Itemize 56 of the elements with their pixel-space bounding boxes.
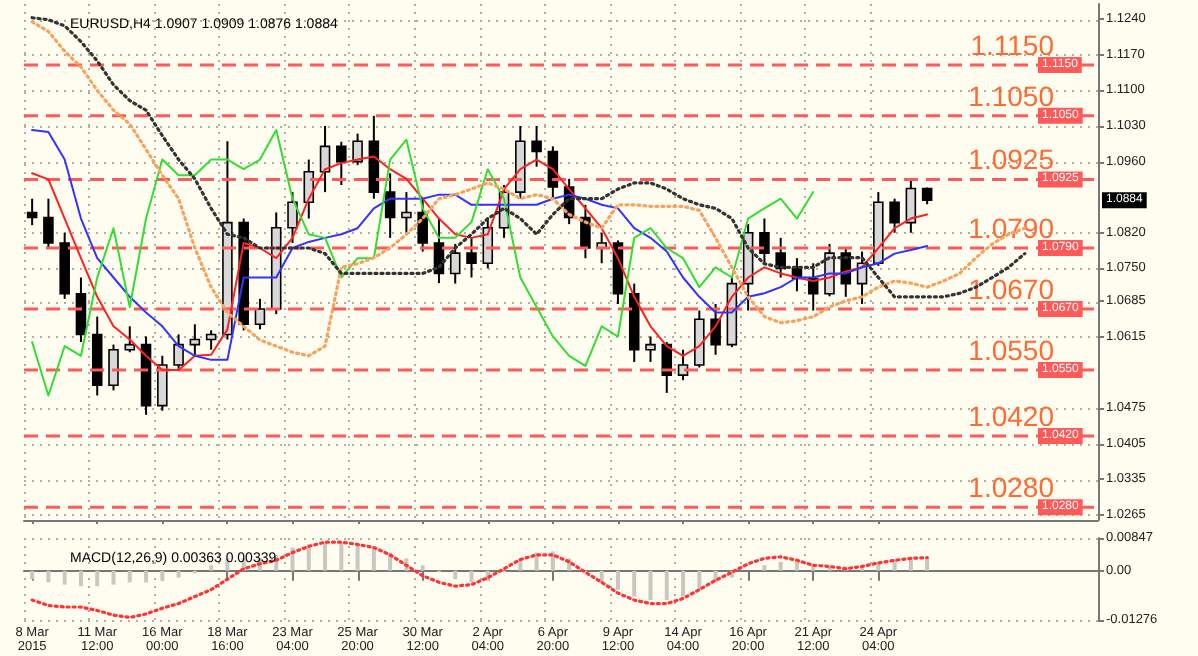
bar: [762, 565, 767, 571]
text: 1.0420: [968, 400, 1054, 433]
bar: [420, 565, 425, 571]
bar: [355, 544, 360, 571]
candlestick: [531, 125, 542, 168]
bar: [95, 570, 100, 587]
candlestick: [352, 132, 363, 167]
bar: [648, 570, 653, 601]
bar: [664, 570, 669, 601]
candlestick: [466, 236, 477, 279]
candlestick: [645, 335, 656, 363]
candlestick: [108, 343, 119, 392]
line-series: [31, 129, 815, 397]
bar: [632, 570, 637, 597]
bar: [778, 561, 783, 571]
bar: [323, 542, 328, 571]
candlestick: [254, 297, 266, 331]
text: 1.0550: [968, 334, 1054, 367]
text: 1.1050: [968, 79, 1054, 112]
candlestick: [124, 325, 136, 354]
candlestick: [401, 191, 412, 234]
line-series: [30, 540, 929, 620]
bar: [144, 570, 149, 583]
bar: [339, 542, 344, 571]
text: 1.0280: [968, 471, 1054, 504]
candlestick: [157, 354, 168, 412]
bar: [176, 570, 181, 578]
bar: [681, 570, 686, 597]
candlestick: [807, 262, 819, 312]
candlestick: [580, 203, 591, 260]
candlestick: [775, 236, 786, 279]
bar: [78, 570, 83, 587]
bar: [111, 570, 116, 585]
bar: [794, 561, 799, 571]
candlestick: [759, 217, 770, 265]
candlestick: [889, 197, 900, 234]
text: 1.0670: [968, 273, 1054, 306]
bar: [550, 551, 555, 571]
bar: [209, 565, 214, 571]
bar: [62, 570, 67, 585]
candlestick: [449, 242, 461, 285]
bar: [615, 570, 620, 590]
candlestick: [336, 140, 347, 186]
text: 1.0790: [968, 212, 1054, 245]
bar: [127, 570, 132, 583]
candlestick: [287, 191, 298, 244]
bar: [697, 570, 702, 590]
text: 1.1150: [970, 29, 1054, 62]
candlestick: [43, 197, 54, 250]
candlestick: [303, 158, 315, 220]
bar: [453, 570, 458, 580]
candlestick: [694, 309, 705, 369]
text: 1.0925: [968, 143, 1054, 176]
bar: [469, 570, 474, 583]
candlestick: [173, 333, 184, 372]
bar: [46, 570, 51, 583]
